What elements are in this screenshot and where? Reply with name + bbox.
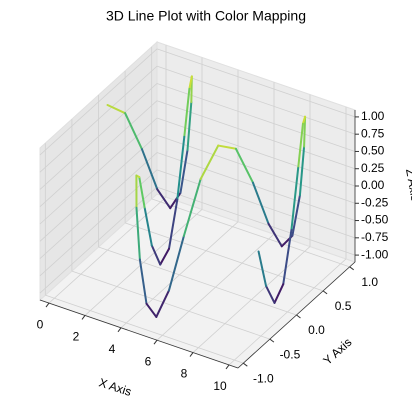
line-segment [273,283,285,304]
tick-mark [243,362,248,367]
line-segment [257,250,268,287]
z-axis-label: Z Axis [403,168,412,203]
grid-line [98,246,297,316]
line-segment [179,148,189,194]
grid-line [39,83,158,190]
line-segment [156,188,172,210]
x-tick-label: 0 [37,317,44,331]
tick-mark [269,338,275,343]
grid-line [39,117,158,225]
y-tick-label: -1.0 [253,371,274,385]
z-tick-label: 0.00 [361,178,385,192]
line-segment [145,302,158,318]
line-segment [183,87,191,138]
x-tick-label: 10 [213,379,227,393]
grid-line [156,134,356,204]
line-segment [167,198,179,250]
grid-line [39,169,158,277]
tick-mark [349,266,354,271]
chart-title: 3D Line Plot with Color Mapping [106,8,306,24]
line-segment [199,144,220,181]
line-segment [217,144,237,150]
line-segment [301,115,307,125]
line-segment [182,178,202,238]
line-segment [155,289,170,318]
z-tick-label: 0.50 [361,144,385,158]
tick-mark [81,315,86,320]
line-segment [303,115,307,148]
y-axis-line [237,261,356,369]
line-segment [138,175,146,209]
tick-mark [117,327,122,333]
tick-mark [225,364,230,370]
grid-line [156,65,356,135]
tick-mark [153,339,158,345]
x-tick-label: 2 [73,330,80,344]
grid-line [124,222,324,292]
z-tick-label: 0.25 [361,161,385,175]
x-tick-label: 4 [109,342,116,356]
tick-mark [45,302,50,308]
line-segment [186,101,193,151]
line-segment [135,206,141,261]
line-segment [167,235,185,292]
tick-mark [322,290,328,295]
grid-line [39,100,158,208]
grid-line [39,48,158,156]
z-tick-label: 1.00 [361,109,385,123]
line-segment [298,145,306,197]
grid-line [156,152,356,221]
line-segment [282,229,293,286]
grid-line [39,134,158,242]
line-segment [143,206,153,247]
line-segment [138,258,148,305]
tick-mark [189,352,194,357]
line-segment [251,181,270,225]
line-segment [176,135,186,201]
line-segment [267,222,283,248]
x-axis-line [39,299,239,369]
line-segment [150,244,162,266]
line-segment [291,194,301,237]
grid-line [151,198,350,268]
grid-line [156,169,356,239]
y-tick-label: 0.0 [308,323,325,337]
line-segment [159,247,170,266]
z-tick-label: 0.75 [361,126,385,140]
line-segment [234,147,254,184]
x-tick-label: 8 [181,367,188,381]
grid-line [45,294,244,364]
line-segment [297,122,304,169]
z-tick-label: -1.00 [361,247,389,261]
grid-line [39,152,158,259]
line-segment [106,104,127,115]
grid-line [39,186,158,294]
y-axis-label: Y Axis [320,335,354,368]
line-segment [124,112,143,151]
line-segment [140,148,159,191]
z-tick-label: -0.75 [361,230,389,244]
y-tick-label: 1.0 [361,275,378,289]
line-segment [188,75,193,90]
grid-line [156,186,356,256]
z-tick-label: -0.50 [361,213,389,227]
z-tick-label: -0.25 [361,195,389,209]
grid-line [71,270,271,340]
line-segment [290,166,300,232]
y-tick-label: -0.5 [280,347,301,361]
grid-line [156,48,356,118]
grid-line [156,83,356,152]
x-axis-label: X Axis [97,375,133,399]
grid-line [39,65,158,173]
x-tick-label: 6 [145,354,152,368]
y-tick-label: 0.5 [335,299,352,313]
tick-mark [296,314,301,319]
line-segment [265,284,276,304]
